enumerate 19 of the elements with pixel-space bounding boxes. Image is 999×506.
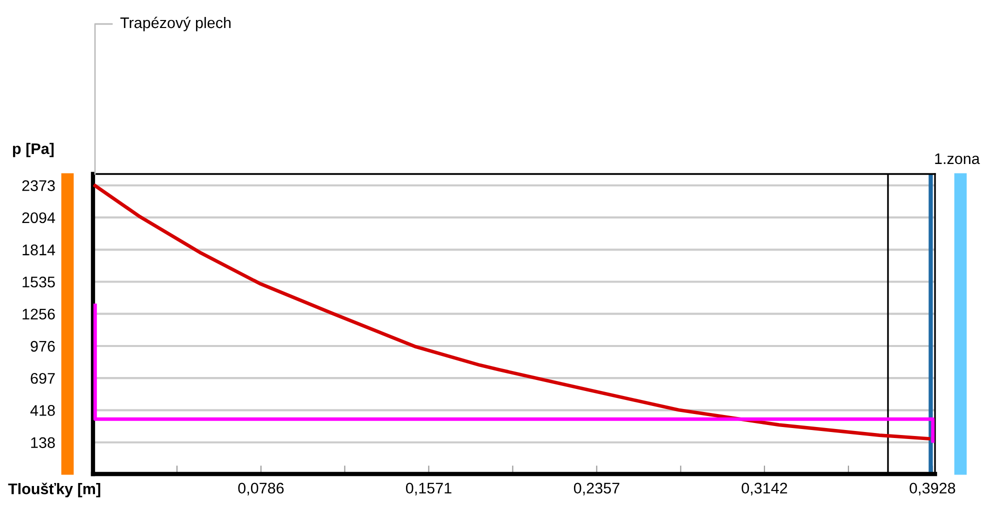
y-tick-label: 418	[30, 405, 55, 416]
y-tick-label: 1256	[22, 308, 55, 320]
x-axis-title: Tloušťky [m]	[8, 482, 100, 498]
x-tick-label: 0,3928	[910, 482, 956, 496]
y-tick-label: 1814	[22, 244, 56, 256]
x-tick-label: 0,3142	[742, 482, 788, 496]
y-tick-label: 2373	[22, 180, 55, 192]
y-axis-title: p [Pa]	[13, 142, 54, 158]
x-tick-label: 0,2357	[574, 482, 620, 496]
y-tick-label: 697	[30, 372, 55, 384]
y-tick-label: 976	[30, 340, 55, 352]
x-tick-label: 0,0786	[238, 482, 284, 496]
y-tick-label: 2094	[22, 212, 56, 224]
y-tick-label: 1535	[22, 276, 55, 288]
line-series	[93, 184, 930, 440]
text: Trapézový plech	[120, 16, 231, 32]
x-tick-label: 0,1571	[406, 482, 452, 496]
text: 1.zona	[935, 153, 980, 164]
y-tick-label: 138	[31, 437, 55, 448]
